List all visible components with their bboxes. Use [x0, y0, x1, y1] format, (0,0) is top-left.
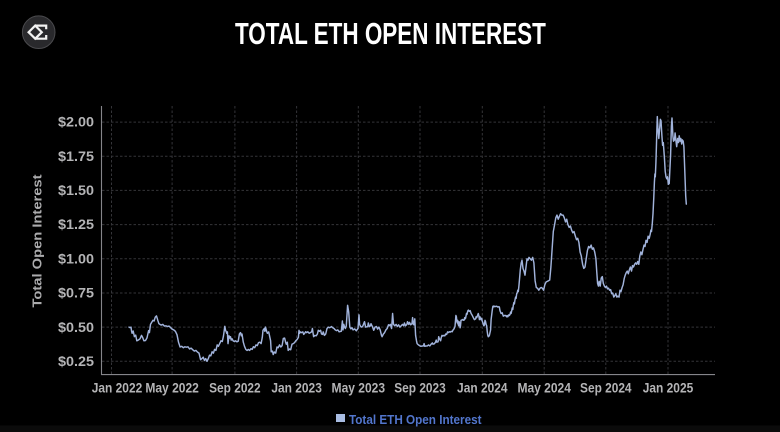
svg-text:Sep 2022: Sep 2022	[209, 381, 261, 396]
svg-text:Jan 2022: Jan 2022	[92, 381, 143, 396]
svg-text:$1.50: $1.50	[58, 183, 94, 198]
svg-text:$0.50: $0.50	[58, 320, 94, 335]
svg-text:Total Open Interest: Total Open Interest	[30, 174, 45, 308]
svg-text:$0.25: $0.25	[58, 354, 95, 369]
svg-text:Jan 2024: Jan 2024	[457, 381, 508, 396]
svg-text:Sep 2023: Sep 2023	[394, 381, 446, 396]
svg-text:$1.75: $1.75	[58, 149, 95, 164]
svg-text:May 2022: May 2022	[145, 381, 199, 396]
svg-text:$0.75: $0.75	[58, 286, 95, 301]
svg-text:May 2023: May 2023	[332, 381, 386, 396]
svg-text:$1.25: $1.25	[58, 217, 95, 232]
svg-text:$1.00: $1.00	[58, 251, 94, 266]
svg-text:$2.00: $2.00	[58, 115, 94, 130]
svg-text:Jan 2023: Jan 2023	[271, 381, 322, 396]
svg-text:May 2024: May 2024	[517, 381, 571, 396]
svg-text:Sep 2024: Sep 2024	[580, 381, 632, 396]
svg-text:Jan 2025: Jan 2025	[643, 381, 694, 396]
